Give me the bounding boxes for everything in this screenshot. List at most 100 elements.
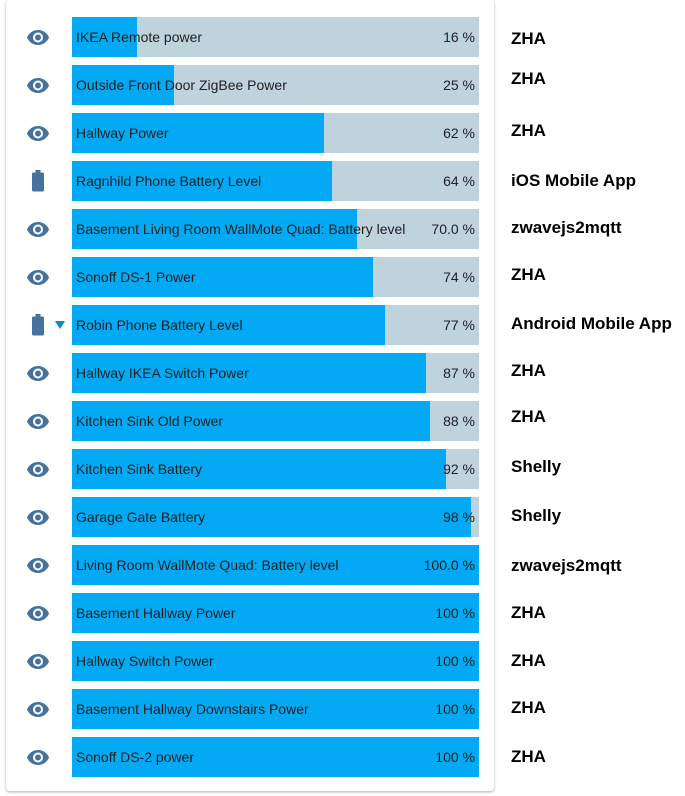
level-bar-fill xyxy=(72,401,431,441)
entity-name: Sonoff DS-2 power xyxy=(76,749,195,765)
entity-row[interactable]: Outside Front Door ZigBee Power 25 % ZHA xyxy=(0,65,685,105)
level-bar[interactable]: Hallway Power 62 % xyxy=(72,113,479,153)
level-bar[interactable]: Basement Hallway Power 100 % xyxy=(72,593,479,633)
entity-name: IKEA Remote power xyxy=(76,29,203,45)
entity-row[interactable]: Basement Hallway Power 100 % ZHA xyxy=(0,593,685,633)
entity-row[interactable]: Robin Phone Battery Level 77 % Android Mob… xyxy=(0,305,685,345)
eye-icon xyxy=(26,507,50,527)
entity-name: Basement Hallway Power xyxy=(76,605,236,621)
level-bar-fill xyxy=(72,161,333,201)
entity-value: 87 % xyxy=(443,365,475,381)
level-bar-fill xyxy=(72,65,174,105)
entity-value: 100.0 % xyxy=(423,557,475,573)
entity-value: 92 % xyxy=(443,461,475,477)
level-bar[interactable]: Sonoff DS-2 power 100 % xyxy=(72,737,479,777)
entity-value: 16 % xyxy=(443,29,475,45)
entity-name: Outside Front Door ZigBee Power xyxy=(76,77,287,93)
level-bar[interactable]: Living Room WallMote Quad: Battery level… xyxy=(72,545,479,585)
entity-row[interactable]: Kitchen Sink Battery 92 % Shelly xyxy=(0,449,685,489)
integration-label: Android Mobile App xyxy=(511,314,672,333)
entity-value: 77 % xyxy=(443,317,475,333)
entity-name: Ragnhild Phone Battery Level xyxy=(76,173,262,189)
eye-icon xyxy=(26,603,50,623)
eye-icon xyxy=(26,459,50,479)
eye-icon xyxy=(26,651,50,671)
entity-row[interactable]: Hallway IKEA Switch Power 87 % ZHA xyxy=(0,353,685,393)
entity-value: 88 % xyxy=(443,413,475,429)
entity-row[interactable]: Ragnhild Phone Battery Level 64 % iOS Mobi… xyxy=(0,161,685,201)
battery-icon xyxy=(26,170,50,192)
entity-row[interactable]: Hallway Switch Power 100 % ZHA xyxy=(0,641,685,681)
entity-value: 100 % xyxy=(435,605,475,621)
integration-label: Shelly xyxy=(511,506,562,525)
entity-row[interactable]: Sonoff DS-2 power 100 % ZHA xyxy=(0,737,685,777)
eye-icon xyxy=(26,219,50,239)
eye-icon xyxy=(26,747,50,767)
level-bar[interactable]: Robin Phone Battery Level 77 % xyxy=(72,305,479,345)
entity-row[interactable]: Garage Gate Battery 98 % Shelly xyxy=(0,497,685,537)
entity-row[interactable]: Basement Hallway Downstairs Power 100 % ZH… xyxy=(0,689,685,729)
integration-label: ZHA xyxy=(511,29,546,48)
entity-row[interactable]: Living Room WallMote Quad: Battery level… xyxy=(0,545,685,585)
entity-row[interactable]: Basement Living Room WallMote Quad: Batt… xyxy=(0,209,685,249)
entity-value: 62 % xyxy=(443,125,475,141)
level-bar[interactable]: Hallway IKEA Switch Power 87 % xyxy=(72,353,479,393)
eye-icon xyxy=(26,555,50,575)
level-bar[interactable]: Kitchen Sink Old Power 88 % xyxy=(72,401,479,441)
level-bar[interactable]: Ragnhild Phone Battery Level 64 % xyxy=(72,161,479,201)
entity-value: 25 % xyxy=(443,77,475,93)
entity-name: Garage Gate Battery xyxy=(76,509,206,525)
entity-value: 98 % xyxy=(443,509,475,525)
entity-value: 100 % xyxy=(435,749,475,765)
level-bar-fill xyxy=(72,353,427,393)
level-bar-fill xyxy=(72,737,479,777)
eye-icon xyxy=(26,27,50,47)
entity-value: 100 % xyxy=(435,701,475,717)
level-bar-fill xyxy=(72,209,357,249)
entity-value: 64 % xyxy=(443,173,475,189)
entity-name: Basement Living Room WallMote Quad: Batt… xyxy=(76,221,406,237)
level-bar-fill xyxy=(72,305,386,345)
integration-label: ZHA xyxy=(511,603,546,622)
entity-row[interactable]: Kitchen Sink Old Power 88 % ZHA xyxy=(0,401,685,441)
level-bar-fill xyxy=(72,593,479,633)
entity-name: Kitchen Sink Old Power xyxy=(76,413,224,429)
chevron-down-icon[interactable] xyxy=(54,318,66,332)
entity-value: 100 % xyxy=(435,653,475,669)
integration-label: ZHA xyxy=(511,121,546,140)
eye-icon xyxy=(26,267,50,287)
integration-label: zwavejs2mqtt xyxy=(511,556,622,575)
entity-name: Robin Phone Battery Level xyxy=(76,317,243,333)
entity-name: Basement Hallway Downstairs Power xyxy=(76,701,309,717)
level-bar-fill xyxy=(72,17,138,57)
integration-label: ZHA xyxy=(511,265,546,284)
level-bar-fill xyxy=(72,113,325,153)
entity-row[interactable]: IKEA Remote power 16 % ZHA xyxy=(0,17,685,57)
integration-label: iOS Mobile App xyxy=(511,171,636,190)
level-bar[interactable]: Sonoff DS-1 Power 74 % xyxy=(72,257,479,297)
integration-label: ZHA xyxy=(511,407,546,426)
level-bar[interactable]: Basement Living Room WallMote Quad: Batt… xyxy=(72,209,479,249)
entity-value: 74 % xyxy=(443,269,475,285)
integration-label: zwavejs2mqtt xyxy=(511,218,622,237)
entity-row[interactable]: Hallway Power 62 % ZHA xyxy=(0,113,685,153)
entity-name: Hallway Power xyxy=(76,125,169,141)
level-bar[interactable]: Kitchen Sink Battery 92 % xyxy=(72,449,479,489)
level-bar[interactable]: Outside Front Door ZigBee Power 25 % xyxy=(72,65,479,105)
level-bar[interactable]: Garage Gate Battery 98 % xyxy=(72,497,479,537)
eye-icon xyxy=(26,75,50,95)
entity-row[interactable]: Sonoff DS-1 Power 74 % ZHA xyxy=(0,257,685,297)
level-bar-fill xyxy=(72,641,479,681)
integration-label: ZHA xyxy=(511,361,546,380)
entity-name: Kitchen Sink Battery xyxy=(76,461,203,477)
level-bar[interactable]: Basement Hallway Downstairs Power 100 % xyxy=(72,689,479,729)
level-bar[interactable]: IKEA Remote power 16 % xyxy=(72,17,479,57)
level-bar-fill xyxy=(72,497,471,537)
level-bar[interactable]: Hallway Switch Power 100 % xyxy=(72,641,479,681)
eye-icon xyxy=(26,363,50,383)
eye-icon xyxy=(26,699,50,719)
integration-label: ZHA xyxy=(511,747,546,766)
level-bar-fill xyxy=(72,449,447,489)
entity-name: Living Room WallMote Quad: Battery level xyxy=(76,557,339,573)
eye-icon xyxy=(26,123,50,143)
